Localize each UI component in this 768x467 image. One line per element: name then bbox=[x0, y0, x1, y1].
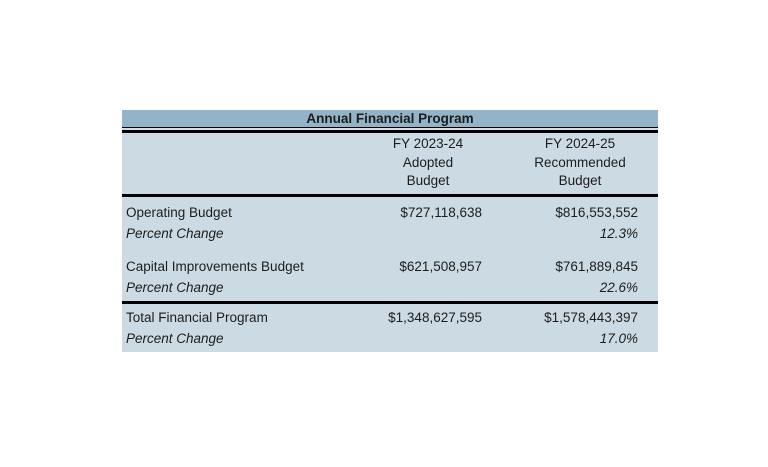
row-percent-change-operating: Percent Change 12.3% bbox=[122, 223, 658, 245]
totals-divider-thick bbox=[122, 300, 658, 304]
cell-fy2024-25: 12.3% bbox=[599, 226, 638, 241]
cell-label: Capital Improvements Budget bbox=[126, 258, 304, 274]
column-header-line: Adopted bbox=[402, 154, 454, 170]
cell-fy2023-24: $621,508,957 bbox=[399, 258, 482, 274]
column-header-line: Recommended bbox=[534, 154, 626, 170]
cell-fy2024-25: $1,578,443,397 bbox=[544, 309, 638, 325]
cell-fy2023-24: $727,118,638 bbox=[400, 204, 482, 220]
annual-financial-program-table: Annual Financial Program FY 2023-24 Adop… bbox=[122, 110, 658, 352]
cell-label: Operating Budget bbox=[126, 204, 232, 220]
cell-fy2024-25: 17.0% bbox=[599, 331, 638, 346]
column-header-row: FY 2023-24 Adopted Budget FY 2024-25 Rec… bbox=[122, 133, 658, 194]
column-header-line: FY 2023-24 bbox=[392, 136, 464, 151]
row-percent-change-total: Percent Change 17.0% bbox=[122, 328, 658, 350]
title-divider-thick bbox=[122, 130, 658, 133]
cell-fy2023-24 bbox=[354, 328, 502, 350]
cell-label: Percent Change bbox=[126, 280, 224, 295]
column-header-spacer bbox=[122, 135, 354, 191]
table-totals-section: Total Financial Program $1,348,627,595 $… bbox=[122, 303, 658, 352]
blank-spacer-row bbox=[122, 245, 658, 256]
column-header-line: Budget bbox=[406, 173, 450, 188]
column-header-line: Budget bbox=[558, 173, 602, 188]
header-divider-thick bbox=[122, 193, 658, 197]
cell-fy2023-24 bbox=[354, 223, 502, 245]
title-divider-gap bbox=[122, 128, 658, 130]
cell-fy2024-25: $816,553,552 bbox=[555, 204, 638, 220]
cell-fy2024-25: 22.6% bbox=[599, 280, 638, 295]
column-header-fy2023-24: FY 2023-24 Adopted Budget bbox=[354, 135, 502, 191]
row-operating-budget: Operating Budget $727,118,638 $816,553,5… bbox=[122, 202, 658, 224]
table-body-section: Operating Budget $727,118,638 $816,553,5… bbox=[122, 196, 658, 301]
row-total-financial-program: Total Financial Program $1,348,627,595 $… bbox=[122, 307, 658, 329]
column-header-line: FY 2024-25 bbox=[544, 136, 616, 151]
table-title: Annual Financial Program bbox=[122, 110, 658, 128]
cell-fy2024-25: $761,889,845 bbox=[555, 258, 638, 274]
cell-label: Percent Change bbox=[126, 331, 224, 346]
cell-fy2023-24: $1,348,627,595 bbox=[388, 309, 482, 325]
cell-label: Percent Change bbox=[126, 226, 224, 241]
row-percent-change-capital: Percent Change 22.6% bbox=[122, 277, 658, 299]
row-capital-improvements-budget: Capital Improvements Budget $621,508,957… bbox=[122, 256, 658, 278]
cell-fy2023-24 bbox=[354, 277, 502, 299]
column-header-fy2024-25: FY 2024-25 Recommended Budget bbox=[502, 135, 658, 191]
cell-label: Total Financial Program bbox=[126, 309, 268, 325]
